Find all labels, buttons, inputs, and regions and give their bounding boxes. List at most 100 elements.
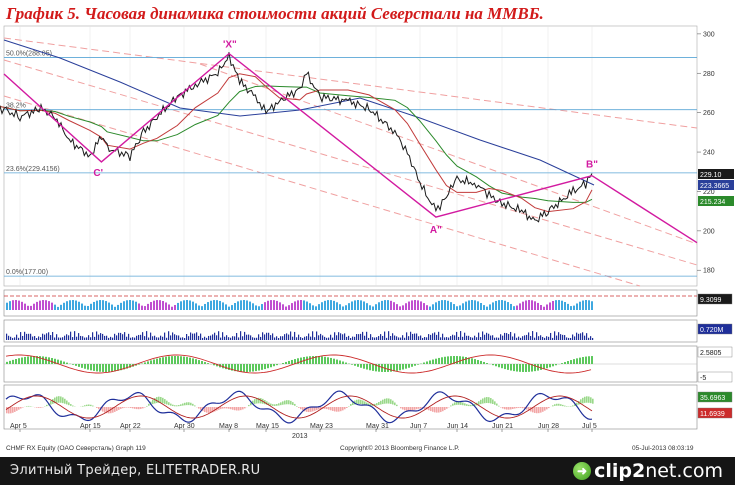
volume-bar	[328, 337, 330, 340]
histogram-bar	[72, 364, 74, 365]
histogram-bar	[294, 359, 296, 364]
volume-bar	[572, 334, 574, 340]
volume-bar	[218, 331, 220, 340]
histogram-bar	[393, 364, 395, 372]
oscillator-bar	[285, 306, 287, 310]
histogram-bar	[585, 356, 587, 364]
oscillator-bar	[303, 300, 305, 310]
spread-bar	[582, 397, 584, 404]
oscillator-bar	[27, 305, 29, 310]
volume-bar	[122, 334, 124, 340]
spread-bar	[132, 407, 134, 409]
volume-bar	[268, 332, 270, 340]
histogram-bar	[54, 358, 56, 364]
histogram-bar	[222, 364, 224, 369]
oscillator-bar	[18, 300, 20, 310]
volume-bar	[522, 336, 524, 340]
spread-bar	[26, 406, 28, 407]
volume-bar	[358, 334, 360, 340]
volume-bar	[42, 333, 44, 340]
volume-bar	[220, 337, 222, 340]
spread-bar	[36, 407, 38, 408]
volume-bar	[58, 337, 60, 340]
oscillator-bar	[345, 305, 347, 310]
volume-bar	[252, 337, 254, 340]
oscillator-bar	[357, 300, 359, 310]
y-tick-label: 240	[703, 150, 715, 157]
oscillator-bar	[423, 303, 425, 310]
oscillator-bar	[153, 300, 155, 310]
spread-bar	[300, 407, 302, 410]
fib-level-label: 23.6%(229.4156)	[6, 166, 60, 173]
spread-bar	[102, 407, 104, 412]
oscillator-bar	[54, 304, 56, 310]
oscillator-bar	[60, 304, 62, 310]
spread-bar	[290, 400, 292, 405]
histogram-bar	[213, 364, 215, 366]
oscillator-bar	[393, 302, 395, 310]
volume-bar	[284, 334, 286, 340]
oscillator-bar	[201, 306, 203, 310]
histogram-bar	[561, 363, 563, 364]
spread-bar	[358, 399, 360, 404]
spread-bar	[514, 407, 516, 409]
spread-bar	[466, 404, 468, 406]
oscillator-bar	[276, 300, 278, 310]
volume-bar	[98, 334, 100, 340]
volume-bar	[168, 331, 170, 340]
spread-bar	[12, 407, 14, 413]
histogram-bar	[354, 364, 356, 366]
oscillator-bar	[165, 302, 167, 310]
histogram-bar	[468, 357, 470, 364]
oscillator-bar	[552, 300, 554, 310]
y-tick-label: 180	[703, 268, 715, 275]
histogram-bar	[147, 361, 149, 364]
oscillator-bar	[36, 301, 38, 310]
volume-bar	[12, 337, 14, 340]
oscillator-bar	[585, 300, 587, 310]
spread-bar	[130, 407, 132, 408]
spread-bar	[384, 398, 386, 404]
spread-bar	[204, 407, 206, 413]
histogram-bar	[183, 356, 185, 364]
volume-bar	[584, 335, 586, 340]
spread-bar	[396, 404, 398, 407]
volume-bar	[32, 336, 34, 340]
volume-bar	[194, 333, 196, 340]
y-tick-label: 280	[703, 71, 715, 78]
volume-bar	[494, 337, 496, 340]
histogram-bar	[27, 356, 29, 364]
x-tick-label: May 23	[310, 423, 333, 430]
spread-bar	[220, 407, 222, 410]
clip2net-logo[interactable]: ➜ clip2 net.com	[573, 459, 723, 483]
volume-bar	[498, 337, 500, 340]
volume-bar	[476, 337, 478, 340]
volume-bar	[222, 332, 224, 340]
spread-bar	[392, 400, 394, 405]
volume-bar	[542, 336, 544, 340]
histogram-bar	[231, 364, 233, 371]
spread-bar	[584, 396, 586, 403]
volume-bar	[78, 333, 80, 340]
histogram-bar	[273, 364, 275, 367]
histogram-bar	[345, 362, 347, 364]
oscillator-bar	[522, 301, 524, 310]
histogram-bar	[87, 364, 89, 370]
volume-bar	[150, 332, 152, 340]
oscillator-bar	[273, 300, 275, 310]
volume-bar	[114, 333, 116, 340]
volume-bar	[452, 334, 454, 340]
histogram-bar	[369, 364, 371, 371]
volume-bar	[546, 336, 548, 340]
volume-bar	[424, 337, 426, 340]
spread-bar	[188, 402, 190, 406]
oscillator-bar	[6, 302, 8, 310]
spread-bar	[140, 407, 142, 409]
spread-bar	[170, 403, 172, 406]
volume-bar	[144, 336, 146, 340]
oscillator-bar	[450, 302, 452, 310]
value-tag-label: 215.234	[700, 199, 725, 206]
spread-bar	[248, 404, 250, 407]
histogram-bar	[105, 364, 107, 372]
oscillator-bar	[468, 300, 470, 310]
